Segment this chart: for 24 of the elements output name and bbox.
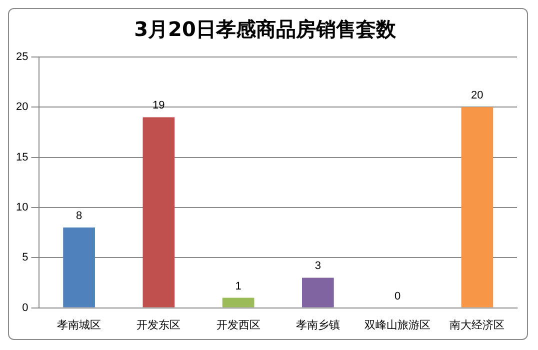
y-tick-label: 15: [16, 151, 28, 164]
data-label: 1: [235, 280, 242, 292]
y-tick-label: 20: [16, 101, 28, 114]
x-tick-label: 开发西区: [216, 318, 260, 332]
data-label: 19: [152, 100, 165, 112]
chart-title: 3月20日孝感商品房销售套数: [134, 17, 397, 42]
y-tick-label: 10: [16, 202, 28, 214]
data-label: 8: [76, 210, 82, 222]
x-tick-label: 孝南乡镇: [296, 318, 340, 332]
data-label: 3: [314, 260, 321, 272]
bar: [461, 107, 494, 308]
y-tick-label: 0: [22, 302, 28, 314]
x-tick-label: 开发东区: [136, 318, 181, 332]
data-label: 20: [471, 90, 484, 102]
data-label: 0: [394, 290, 401, 302]
bar: [142, 117, 175, 308]
y-tick-label: 5: [22, 252, 28, 264]
bar: [302, 278, 334, 308]
x-tick-label: 双峰山旅游区: [364, 318, 431, 332]
x-tick-label: 孝南城区: [57, 318, 102, 332]
bar: [222, 298, 254, 308]
y-tick-label: 25: [16, 51, 28, 64]
bar: [63, 228, 95, 308]
x-tick-label: 南大经济区: [450, 318, 505, 332]
